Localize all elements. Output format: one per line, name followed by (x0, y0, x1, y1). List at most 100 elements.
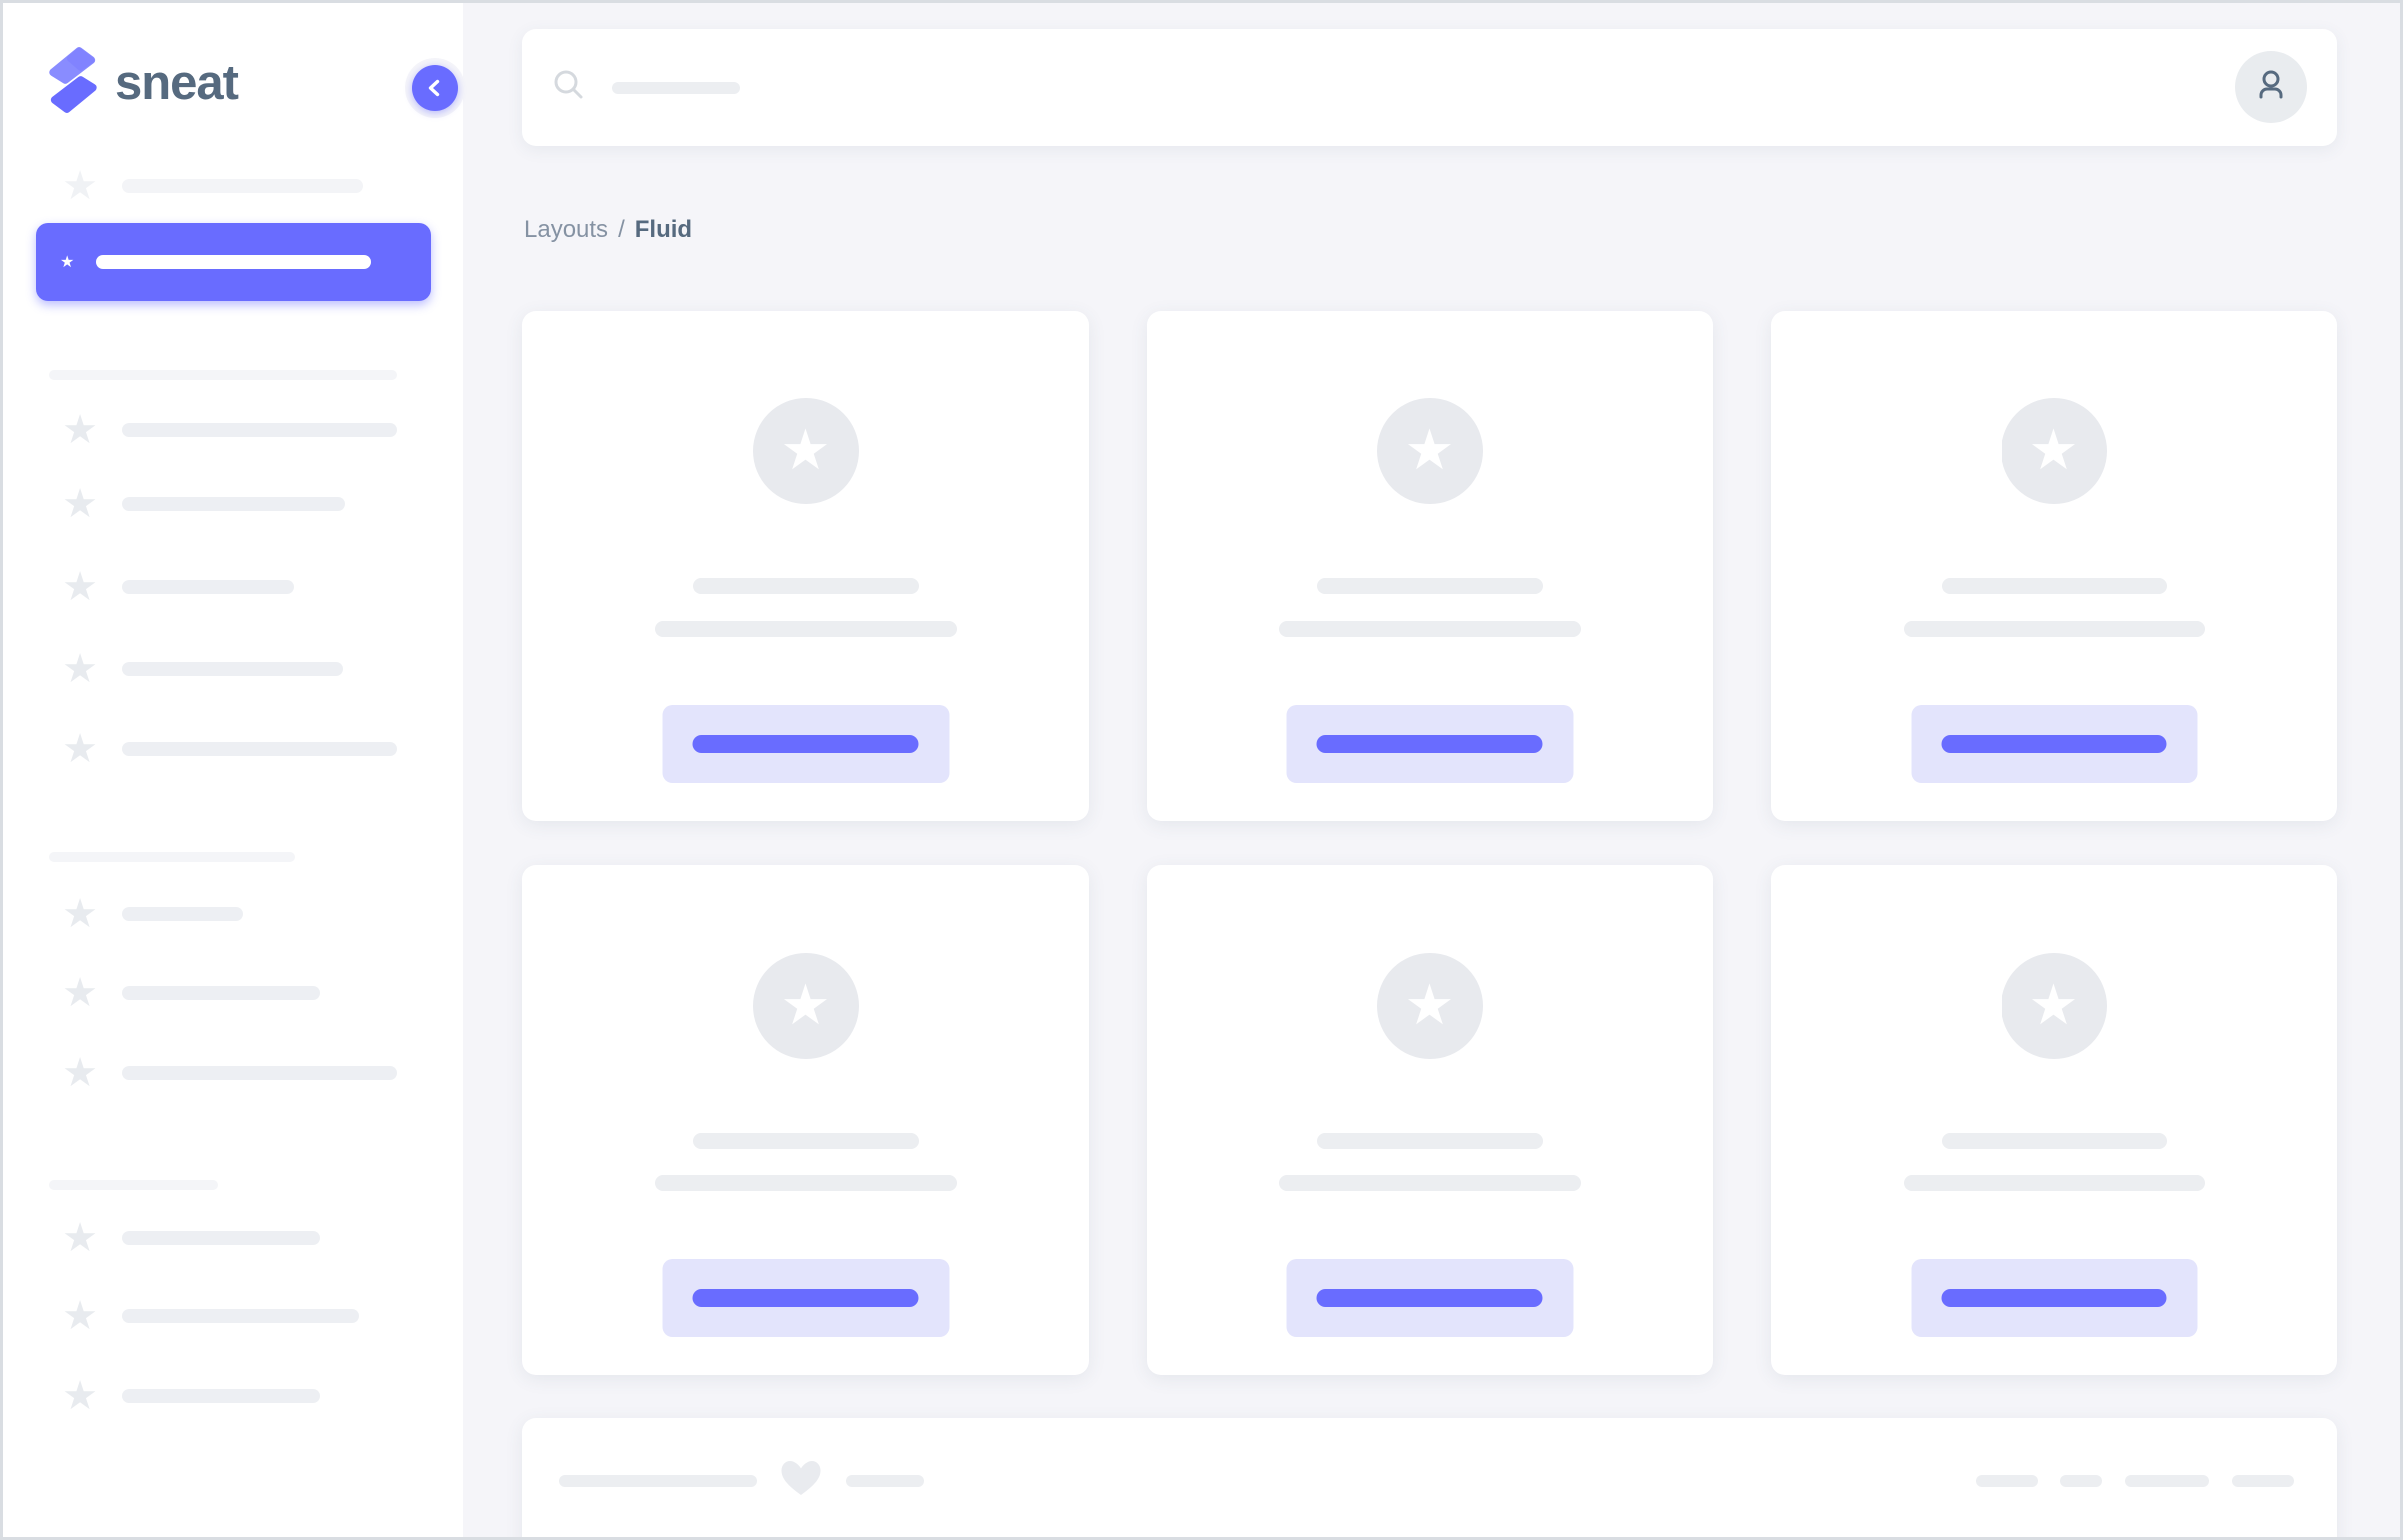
card-title-placeholder (1316, 578, 1543, 594)
star-icon: ★ (2028, 418, 2079, 483)
brand-title: sneat (115, 55, 239, 110)
placeholder-card: ★ (522, 865, 1089, 1375)
card-button-skeleton[interactable] (662, 1259, 949, 1337)
user-avatar-icon (2252, 66, 2290, 109)
menu-label-placeholder (122, 580, 294, 594)
sidebar-toggle-button[interactable] (405, 58, 465, 118)
menu-label-placeholder (122, 1309, 359, 1323)
text-placeholder-bar (846, 1475, 924, 1487)
sidebar-section-divider (49, 852, 295, 862)
card-subtitle-placeholder (654, 1175, 957, 1191)
star-icon: ★ (62, 1215, 98, 1261)
star-icon: ★ (62, 1373, 98, 1419)
sidebar-item[interactable]: ★ (36, 886, 243, 942)
sidebar-item[interactable]: ★ (36, 1210, 320, 1266)
button-label-placeholder (692, 1289, 919, 1307)
menu-label-placeholder (122, 986, 320, 1000)
heart-icon[interactable] (779, 1458, 823, 1503)
menu-label-placeholder (122, 179, 363, 193)
sidebar-item[interactable]: ★ (36, 1368, 320, 1424)
star-icon: ★ (62, 646, 98, 692)
menu-label-placeholder (122, 1231, 320, 1245)
sidebar: sneat ★ ★ ★ ★ ★ ★ ★ ★ ★ ★ ★ ★ ★ (3, 3, 463, 1537)
search-icon (552, 68, 586, 107)
card-avatar-circle: ★ (752, 953, 859, 1059)
star-icon: ★ (62, 891, 98, 937)
card-subtitle-placeholder (1278, 1175, 1581, 1191)
card-button-skeleton[interactable] (1286, 705, 1573, 783)
sidebar-item[interactable]: ★ (36, 1045, 397, 1101)
search-input[interactable] (522, 29, 1611, 146)
sidebar-section-divider (49, 370, 397, 380)
cards-grid: ★ ★ ★ (522, 311, 2337, 1375)
button-label-placeholder (1941, 1289, 2167, 1307)
card-button-skeleton[interactable] (1286, 1259, 1573, 1337)
top-navbar (522, 29, 2337, 146)
star-icon: ★ (62, 726, 98, 772)
card-subtitle-placeholder (1903, 1175, 2205, 1191)
star-icon: ★ (62, 564, 98, 610)
pagination-placeholder-bar[interactable] (2232, 1475, 2294, 1487)
button-label-placeholder (1941, 735, 2167, 753)
menu-label-placeholder (122, 1066, 397, 1080)
sidebar-item[interactable]: ★ (36, 476, 345, 532)
menu-label-placeholder (96, 255, 372, 269)
search-placeholder-bar (612, 81, 740, 94)
card-title-placeholder (1941, 1133, 2167, 1149)
sidebar-item[interactable]: ★ (36, 1288, 359, 1344)
sidebar-item-active[interactable]: ★ (36, 223, 431, 301)
sidebar-item[interactable]: ★ (36, 641, 343, 697)
card-title-placeholder (692, 578, 919, 594)
bottom-card (522, 1418, 2337, 1537)
menu-label-placeholder (122, 742, 397, 756)
sidebar-item[interactable]: ★ (36, 158, 363, 214)
user-avatar[interactable] (2235, 51, 2307, 123)
sidebar-item[interactable]: ★ (36, 559, 294, 615)
card-subtitle-placeholder (1278, 621, 1581, 637)
placeholder-card: ★ (1771, 311, 2337, 821)
sidebar-item[interactable]: ★ (36, 402, 397, 458)
placeholder-card: ★ (522, 311, 1089, 821)
menu-label-placeholder (122, 662, 343, 676)
card-subtitle-placeholder (654, 621, 957, 637)
button-label-placeholder (1316, 1289, 1543, 1307)
star-icon: ★ (62, 1050, 98, 1096)
card-avatar-circle: ★ (752, 398, 859, 504)
breadcrumb: Layouts / Fluid (524, 215, 692, 245)
breadcrumb-current: Fluid (634, 216, 693, 243)
pagination-placeholder-bar[interactable] (2060, 1475, 2102, 1487)
card-avatar-circle: ★ (1376, 398, 1483, 504)
brand[interactable]: sneat (47, 43, 239, 122)
sidebar-item[interactable]: ★ (36, 965, 320, 1021)
card-button-skeleton[interactable] (1911, 1259, 2197, 1337)
star-icon: ★ (1404, 418, 1455, 483)
pagination-placeholder-bar[interactable] (1976, 1475, 2038, 1487)
sidebar-item[interactable]: ★ (36, 721, 397, 777)
card-button-skeleton[interactable] (662, 705, 949, 783)
star-icon: ★ (2028, 973, 2079, 1038)
breadcrumb-parent[interactable]: Layouts (524, 216, 609, 243)
card-avatar-circle: ★ (1376, 953, 1483, 1059)
card-title-placeholder (1316, 1133, 1543, 1149)
button-label-placeholder (1316, 735, 1543, 753)
breadcrumb-separator: / (618, 216, 625, 243)
star-icon: ★ (780, 973, 831, 1038)
star-icon: ★ (1404, 973, 1455, 1038)
menu-label-placeholder (122, 497, 345, 511)
star-icon: ★ (60, 254, 75, 271)
sneat-logo-icon (47, 43, 99, 122)
placeholder-card: ★ (1147, 865, 1713, 1375)
star-icon: ★ (62, 1293, 98, 1339)
menu-label-placeholder (122, 423, 397, 437)
pagination-placeholder-bar[interactable] (2125, 1475, 2209, 1487)
text-placeholder-bar (559, 1475, 757, 1487)
card-button-skeleton[interactable] (1911, 705, 2197, 783)
card-avatar-circle: ★ (2001, 398, 2107, 504)
card-title-placeholder (692, 1133, 919, 1149)
sidebar-section-divider (49, 1180, 218, 1190)
card-avatar-circle: ★ (2001, 953, 2107, 1059)
chevron-left-icon (412, 65, 458, 111)
placeholder-card: ★ (1147, 311, 1713, 821)
menu-label-placeholder (122, 907, 243, 921)
